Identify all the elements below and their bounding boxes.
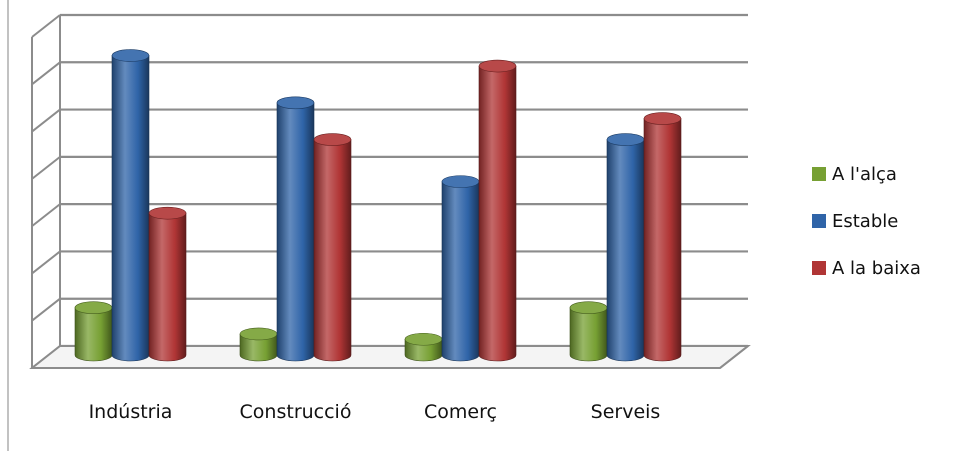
side-gridline — [31, 156, 61, 180]
bar-top — [276, 96, 315, 110]
bar-body — [276, 102, 315, 362]
legend-entry: A l'alça — [812, 164, 897, 185]
bar-2-2 — [276, 96, 315, 362]
category-label: Comerç — [424, 401, 497, 423]
bar-body — [643, 118, 682, 362]
bar-3-3 — [478, 59, 517, 362]
legend-label: Estable — [832, 211, 898, 232]
bar-1-2 — [111, 49, 150, 362]
floor-edge — [719, 345, 749, 369]
bar-top — [404, 332, 443, 346]
bar-4-1 — [569, 301, 608, 362]
bars — [74, 49, 682, 362]
side-gridline — [31, 297, 61, 322]
bar-body — [239, 333, 278, 362]
side-gridline — [31, 14, 61, 38]
bar-body — [606, 139, 645, 362]
category-label: Construcció — [240, 401, 352, 423]
legend-swatch — [812, 167, 826, 181]
bar-2-3 — [313, 133, 352, 362]
side-gridline — [31, 250, 61, 275]
legend: A l'alça Estable A la baixa — [812, 164, 921, 279]
bar-body — [313, 139, 352, 362]
bar-top — [74, 301, 113, 315]
legend-entry: Estable — [812, 211, 898, 232]
bar-4-2 — [606, 133, 645, 362]
bar-1-3 — [148, 206, 187, 362]
bar-body — [441, 181, 480, 362]
bar-2-1 — [239, 327, 278, 362]
bar-top — [478, 59, 517, 73]
bar-top — [441, 175, 480, 188]
bar-top — [569, 301, 608, 315]
bar-top — [313, 133, 352, 146]
side-gridline — [31, 203, 61, 227]
bar-top — [239, 327, 278, 341]
category-label: Indústria — [89, 401, 173, 423]
bar-top — [148, 206, 187, 220]
bar-top — [643, 112, 682, 125]
bar-top — [606, 133, 645, 146]
bar-body — [478, 65, 517, 362]
legend-label: A l'alça — [832, 164, 897, 185]
side-gridline — [31, 108, 61, 133]
bar-1-1 — [74, 301, 113, 362]
side-gridline — [31, 61, 61, 86]
bar-body — [111, 55, 150, 362]
legend-label: A la baixa — [832, 258, 921, 279]
bar-body — [74, 307, 113, 362]
category-label: Serveis — [591, 401, 661, 423]
bar-4-3 — [643, 112, 682, 362]
legend-entry: A la baixa — [812, 258, 921, 279]
bar-3-1 — [404, 332, 443, 362]
bar-body — [569, 307, 608, 362]
category-labels: Indústria Construcció Comerç Serveis — [89, 401, 661, 423]
bar-top — [111, 49, 150, 62]
bar-3-2 — [441, 175, 480, 362]
legend-swatch — [812, 261, 826, 275]
legend-swatch — [812, 214, 826, 228]
bar-body — [148, 212, 187, 362]
